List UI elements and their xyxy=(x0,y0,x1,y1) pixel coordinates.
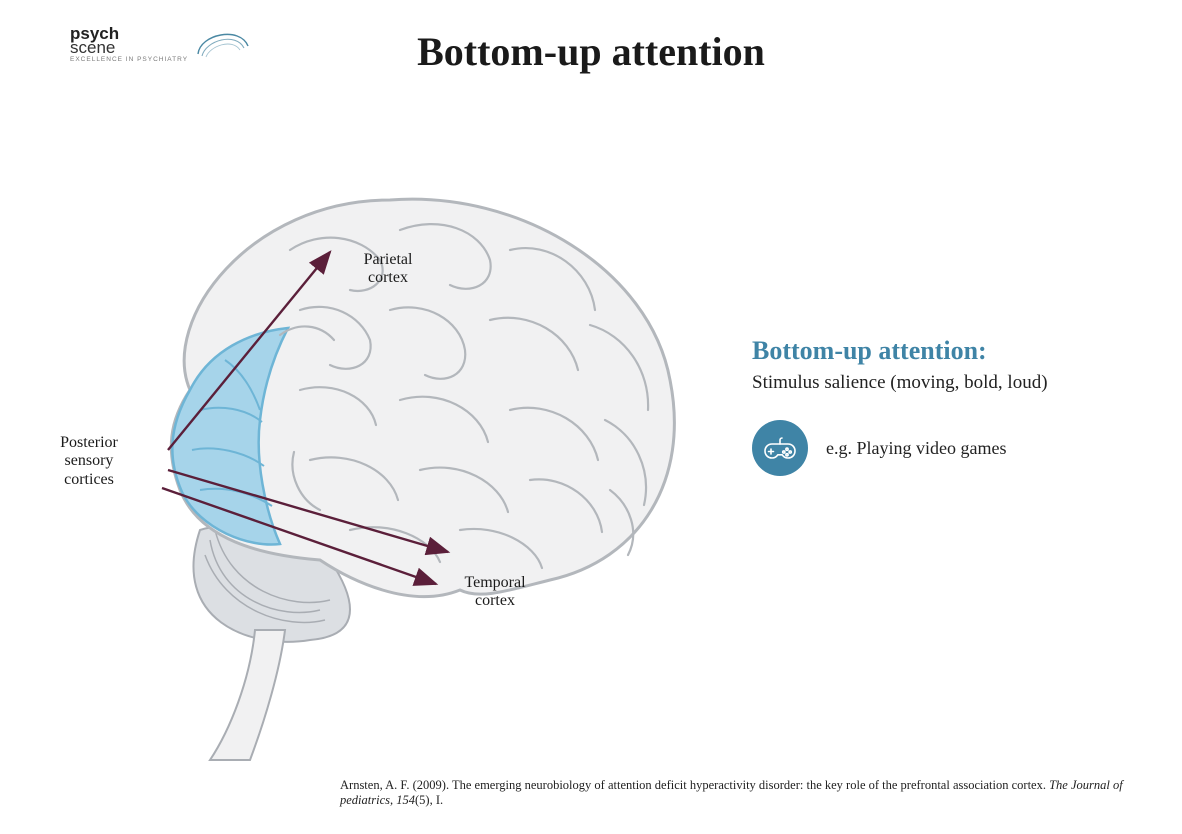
info-panel: Bottom-up attention: Stimulus salience (… xyxy=(752,336,1152,476)
info-heading: Bottom-up attention: xyxy=(752,336,1152,366)
label-parietal: Parietal cortex xyxy=(348,251,428,288)
page-title: Bottom-up attention xyxy=(0,28,1182,75)
citation-prefix: Arnsten, A. F. (2009). The emerging neur… xyxy=(340,778,1049,792)
label-posterior: Posterior sensory cortices xyxy=(44,434,134,489)
example-label: e.g. Playing video games xyxy=(826,438,1006,459)
label-temporal: Temporal cortex xyxy=(450,574,540,611)
gamepad-icon xyxy=(752,420,808,476)
citation: Arnsten, A. F. (2009). The emerging neur… xyxy=(340,778,1160,808)
page: psych scene EXCELLENCE IN PSYCHIATRY Bot… xyxy=(0,0,1182,834)
example-row: e.g. Playing video games xyxy=(752,420,1152,476)
citation-suffix: (5), I. xyxy=(415,793,443,807)
info-subheading: Stimulus salience (moving, bold, loud) xyxy=(752,372,1152,394)
